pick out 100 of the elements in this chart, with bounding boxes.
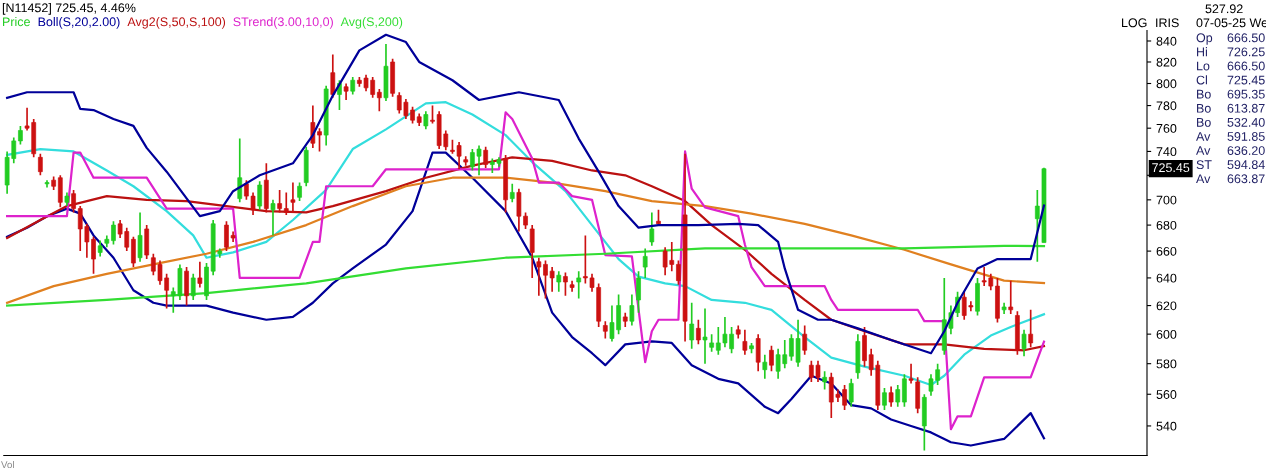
- y-tick-label: 540: [1156, 421, 1177, 431]
- text: IRIS: [1156, 18, 1179, 28]
- candlestick: [290, 181, 296, 214]
- candlestick: [111, 220, 116, 246]
- candlestick: [563, 271, 568, 297]
- chart-title: [N11452] 725.45, 4.46%: [2, 3, 136, 15]
- line-series: [6, 111, 1046, 431]
- text: Avg2(S,50,S,100): [127, 17, 226, 29]
- text: 527.92: [1205, 4, 1243, 14]
- candlestick: [137, 211, 143, 263]
- text: Op: [1196, 33, 1213, 45]
- candlestick: [509, 182, 515, 204]
- annotation: 725.45: [1152, 163, 1190, 173]
- text: Vol: [1, 460, 14, 469]
- candlestick: [822, 370, 827, 391]
- text: 725.45: [1227, 75, 1265, 85]
- y-tick-label: 580: [1156, 359, 1177, 369]
- candlestick: [888, 385, 894, 408]
- text: ST: [1196, 160, 1212, 170]
- candlestick: [1021, 328, 1027, 358]
- y-tick-label: 620: [1156, 301, 1177, 311]
- candlestick: [762, 353, 768, 380]
- candlestick: [908, 362, 914, 385]
- candlestick: [556, 270, 562, 293]
- text: Av: [1196, 132, 1211, 141]
- candlestick: [689, 301, 695, 350]
- y-tick-label: 560: [1156, 390, 1177, 399]
- candlestick: [283, 191, 289, 216]
- text: STrend(3.00,10,0): [233, 17, 333, 29]
- candlestick: [536, 256, 542, 297]
- text: 666.50: [1227, 61, 1265, 71]
- candlestick: [742, 328, 748, 356]
- text: LOG: [1122, 18, 1147, 28]
- y-tick-label: 640: [1156, 273, 1177, 283]
- candlestick: [190, 273, 196, 301]
- candlestick: [1028, 308, 1034, 349]
- candlestick: [423, 110, 429, 131]
- text: 591.85: [1227, 132, 1265, 141]
- line-series: [6, 33, 1046, 355]
- candlestick: [802, 324, 808, 356]
- line-series: [6, 176, 1046, 304]
- candlestick: [696, 318, 701, 346]
- text: Price: [3, 17, 30, 27]
- text: Avg(S,200): [340, 17, 403, 29]
- text: Lo: [1197, 61, 1210, 71]
- candlestick: [1008, 279, 1014, 315]
- text: 726.25: [1227, 47, 1265, 57]
- text: 532.40: [1227, 117, 1265, 127]
- y-tick-label: 680: [1156, 220, 1177, 230]
- candlestick: [270, 199, 276, 237]
- y-tick-label: 700: [1156, 195, 1177, 205]
- candlestick: [277, 189, 282, 214]
- line-series: [6, 151, 1046, 447]
- line-series: [6, 244, 1046, 307]
- candlestick: [237, 137, 243, 204]
- text: Bo: [1197, 89, 1211, 99]
- text: Av: [1196, 174, 1211, 184]
- text: Av: [1196, 146, 1211, 155]
- candlestick: [131, 235, 136, 268]
- candlestick: [483, 145, 489, 169]
- y-tick-label: 800: [1156, 79, 1177, 89]
- text: 613.87: [1227, 103, 1265, 113]
- y-tick-label: 660: [1156, 246, 1177, 256]
- text: 636.20: [1227, 146, 1265, 155]
- text: 594.84: [1227, 160, 1265, 170]
- text: Hi: [1197, 47, 1207, 57]
- candlestick: [257, 180, 263, 211]
- candlestick: [330, 53, 336, 99]
- candlestick: [529, 224, 535, 279]
- candlestick: [769, 345, 774, 373]
- y-tick-label: 840: [1156, 36, 1177, 46]
- text: Cl: [1196, 75, 1207, 85]
- y-tick-label: 740: [1156, 147, 1177, 157]
- y-tick-label: 780: [1156, 101, 1177, 111]
- candlestick: [629, 293, 635, 327]
- candlestick: [848, 378, 854, 408]
- candlestick: [38, 152, 43, 177]
- candlestick: [376, 88, 382, 112]
- text: 695.35: [1227, 89, 1265, 99]
- candlestick: [649, 211, 655, 247]
- candlestick: [642, 247, 648, 279]
- candlestick: [895, 384, 901, 408]
- y-tick-label: 820: [1156, 57, 1177, 67]
- text: Boll(S,20,2.00): [38, 17, 120, 29]
- y-tick-label: 600: [1156, 329, 1177, 339]
- candlestick: [636, 270, 641, 314]
- candlestick: [71, 189, 76, 214]
- text: 666.50: [1227, 33, 1265, 43]
- text: 663.87: [1227, 174, 1265, 184]
- text: Bo: [1197, 118, 1211, 127]
- candlestick: [755, 333, 761, 373]
- candlestick: [902, 373, 907, 408]
- candlestick: [297, 181, 302, 202]
- candlestick: [18, 125, 23, 146]
- text: Bo: [1197, 103, 1211, 113]
- y-tick-label: 760: [1156, 123, 1177, 133]
- candlestick: [197, 260, 203, 289]
- candlestick: [702, 307, 708, 365]
- candlestick: [576, 270, 582, 300]
- candlestick: [882, 387, 887, 411]
